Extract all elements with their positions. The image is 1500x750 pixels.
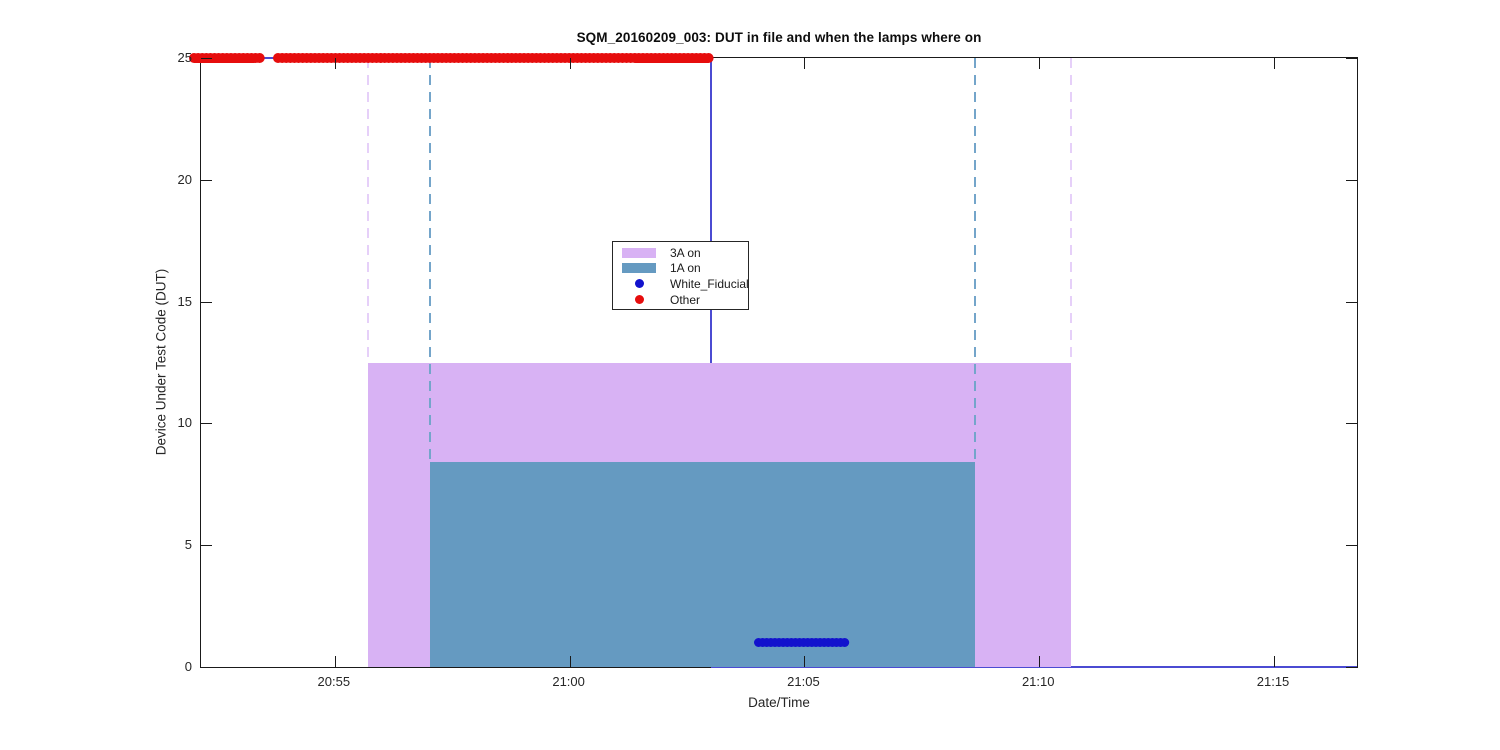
legend-label: 1A on <box>670 261 701 276</box>
y-tick-right <box>1346 179 1357 181</box>
y-tick-right <box>1346 667 1357 668</box>
region-edge-dashed-line-1a-on-end <box>974 58 977 463</box>
x-tick-bottom <box>334 656 336 667</box>
x-tick-label: 21:05 <box>787 674 820 689</box>
x-tick-top <box>334 58 336 69</box>
y-tick-left <box>201 545 212 547</box>
x-tick-top <box>1039 58 1041 69</box>
x-tick-top <box>804 58 806 69</box>
x-tick-bottom <box>804 656 806 667</box>
y-tick-left <box>201 423 212 425</box>
region-edge-dashed-line-1a-on-start <box>428 58 431 463</box>
legend-swatch-1a-on <box>617 263 661 274</box>
legend-patch-1a-on <box>622 263 656 274</box>
y-tick-label: 0 <box>184 659 192 674</box>
legend-swatch-white-fiducial <box>617 279 661 289</box>
region-1a-on <box>429 462 976 667</box>
chart-title: SQM_20160209_003: DUT in file and when t… <box>576 30 982 45</box>
legend-label: White_Fiducial <box>670 276 749 291</box>
y-tick-left <box>201 179 212 181</box>
x-tick-bottom <box>1039 656 1041 667</box>
x-tick-label: 21:00 <box>552 674 585 689</box>
legend-swatch-other <box>617 295 661 305</box>
y-tick-right <box>1346 301 1357 303</box>
y-tick-label: 20 <box>177 171 192 187</box>
x-tick-label: 21:15 <box>1256 674 1290 689</box>
x-axis-label: Date/Time <box>748 695 810 710</box>
y-tick-label: 25 <box>177 50 192 65</box>
y-tick-label: 5 <box>184 537 192 553</box>
x-tick-label: 20:55 <box>317 674 351 689</box>
x-tick-top <box>1274 58 1276 69</box>
y-tick-left <box>201 301 212 303</box>
other-marker-band <box>273 53 718 63</box>
legend: 3A on 1A on White_Fiducial Other <box>612 241 749 310</box>
y-tick-right <box>1346 58 1357 59</box>
legend-item-other: Other <box>613 292 748 308</box>
legend-item-1a-on: 1A on <box>613 261 748 277</box>
y-tick-right <box>1346 423 1357 425</box>
x-tick-bottom <box>569 656 571 667</box>
legend-item-white-fiducial: White_Fiducial <box>613 276 749 292</box>
white-fiducial-marker-band <box>753 638 852 648</box>
y-axis-label: Device Under Test Code (DUT) <box>153 268 169 456</box>
legend-dot-white-fiducial <box>634 279 644 289</box>
y-tick-left <box>201 58 212 59</box>
legend-label: 3A on <box>670 245 701 260</box>
x-tick-bottom <box>1274 656 1276 667</box>
x-tick-label: 21:10 <box>1021 674 1055 689</box>
legend-swatch-3a-on <box>617 247 661 258</box>
legend-item-3a-on: 3A on <box>613 245 748 261</box>
legend-dot-other <box>634 295 644 305</box>
region-edge-dashed-line-3a-on-end <box>1069 58 1072 363</box>
y-tick-left <box>201 667 212 668</box>
region-edge-dashed-line-3a-on-start <box>367 58 370 363</box>
legend-patch-3a-on <box>622 247 656 258</box>
legend-label: Other <box>670 292 701 307</box>
x-tick-top <box>569 58 571 69</box>
plot-area: 3A on 1A on White_Fiducial Other <box>188 53 1358 668</box>
y-tick-right <box>1346 545 1357 547</box>
